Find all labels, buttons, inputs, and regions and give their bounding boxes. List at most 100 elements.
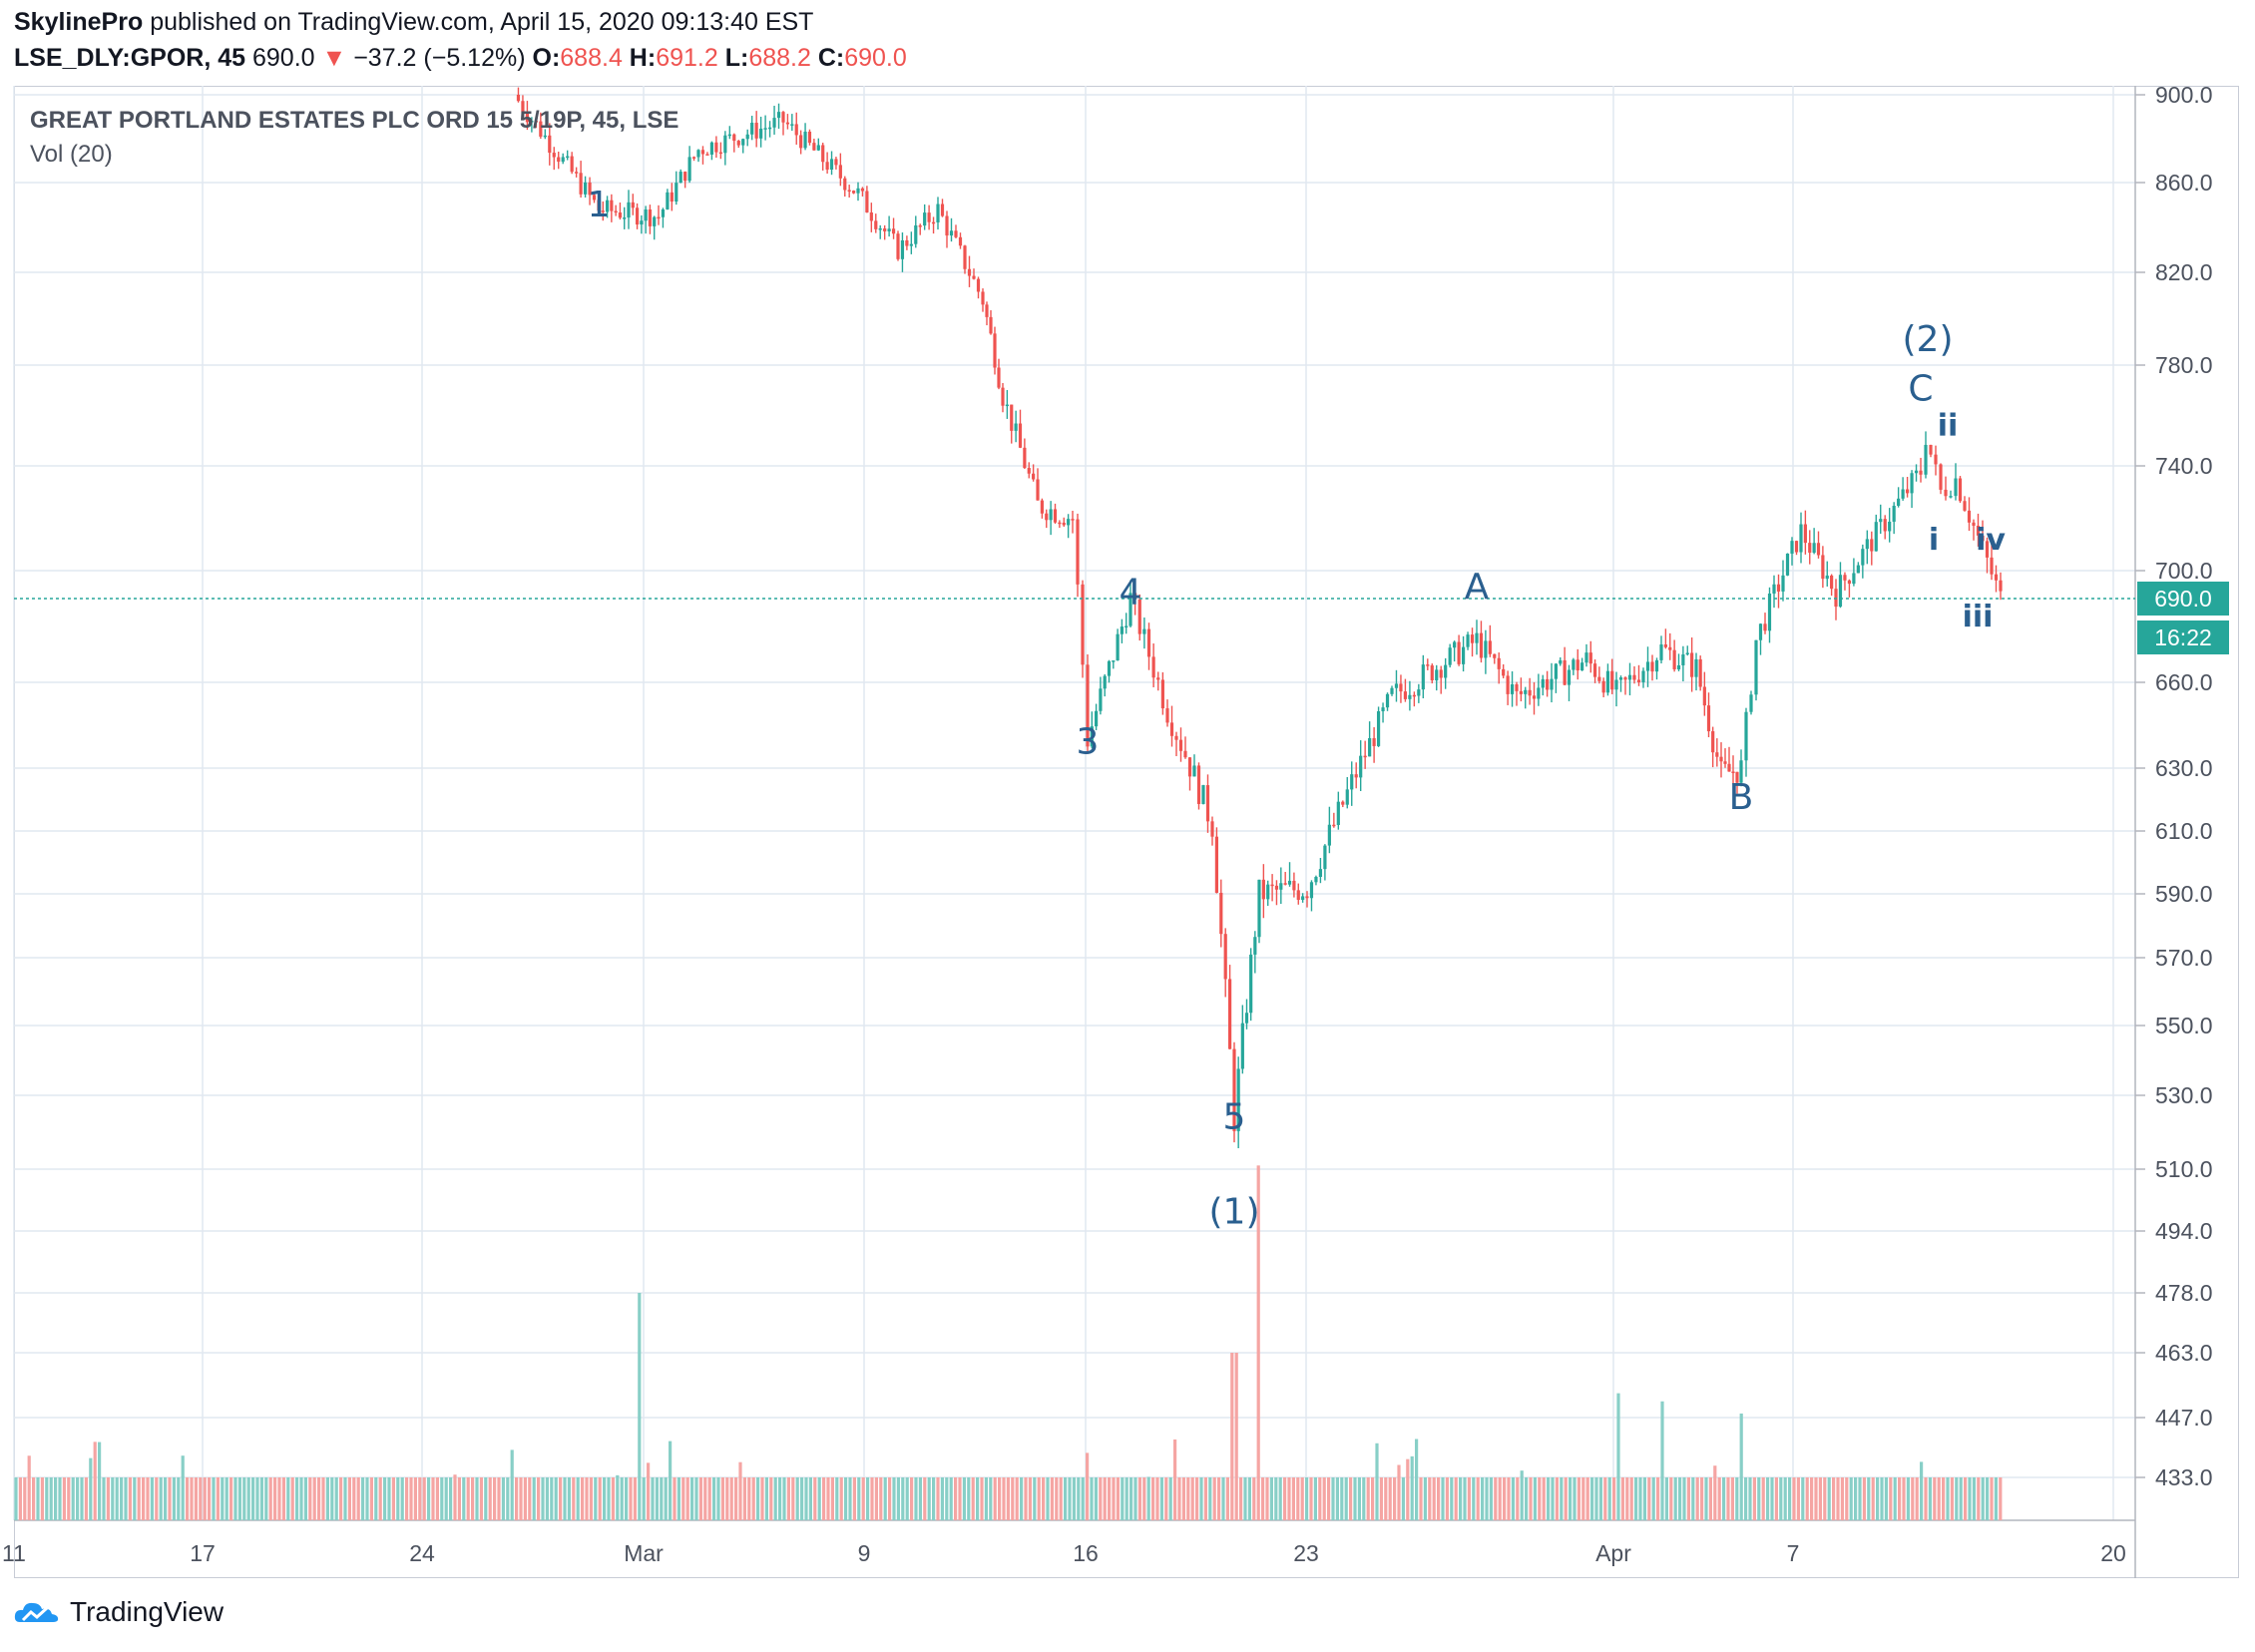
candle-body [548,135,552,154]
volume-bar [883,1477,887,1520]
candle-body [851,191,856,194]
volume-bar [1366,1477,1370,1520]
volume-bar [1313,1477,1317,1520]
volume-bar [1867,1477,1871,1520]
volume-bar [172,1477,176,1520]
candle-body [657,216,661,219]
volume-bar [616,1474,620,1520]
x-tick-label: Apr [1595,1540,1631,1566]
candle-body [1999,580,2003,592]
volume-bar [49,1477,53,1520]
x-tick-label: 11 [2,1540,26,1566]
volume-bar [440,1477,444,1520]
volume-bar [1349,1477,1353,1520]
candle-body [781,112,785,123]
volume-bar [1481,1477,1485,1520]
y-tick-label: 510.0 [2155,1156,2213,1182]
volume-bar [655,1477,659,1520]
volume-bar [742,1477,746,1520]
volume-bar [1467,1477,1471,1520]
volume-bar [1520,1470,1524,1520]
candle-body [653,216,657,226]
candle-body [579,173,583,195]
candle-body [648,208,653,226]
volume-bar [194,1477,198,1520]
candle-body [1067,519,1071,526]
volume-bar [760,1477,764,1520]
candle-body [1976,526,1981,536]
candle-body [618,212,623,218]
volume-bar [936,1477,940,1520]
volume-bar [1397,1464,1401,1520]
candle-body [1821,555,1825,580]
volume-bar [1533,1477,1537,1520]
candle-body [1160,679,1164,709]
volume-bar [572,1477,576,1520]
volume-bar [23,1477,27,1520]
volume-bar [1994,1477,1998,1520]
candle-body [1270,884,1274,887]
y-tick-label: 530.0 [2155,1082,2213,1108]
volume-bar [1585,1477,1589,1520]
candle-body [976,278,981,292]
volume-bar [471,1477,475,1520]
volume-bar [585,1477,589,1520]
volume-bar [1388,1477,1392,1520]
volume-bar [808,1477,812,1520]
candle-body [878,227,882,230]
volume-bar [962,1477,966,1520]
volume-bar [1164,1477,1168,1520]
volume-bar [1516,1477,1520,1520]
volume-bar [242,1477,246,1520]
volume-bar [1050,1477,1054,1520]
candle-body [1554,663,1558,679]
tradingview-logo[interactable]: TradingView [14,1596,224,1628]
close-label: C: [817,44,845,72]
candle-body [1690,652,1694,677]
volume-bar [444,1477,448,1520]
volume-bar [225,1477,228,1520]
volume-bar [409,1477,413,1520]
candle-body [1812,543,1816,553]
candle-body [1214,836,1218,893]
volume-bar [1252,1477,1256,1520]
candle-body [1497,657,1501,669]
volume-bar [133,1477,137,1520]
volume-bar [707,1477,711,1520]
candle-body [1112,660,1116,662]
volume-bar [712,1477,716,1520]
volume-bar [879,1477,883,1520]
x-tick-label: 7 [1787,1540,1800,1566]
y-tick-label: 478.0 [2155,1280,2213,1306]
volume-bar [1871,1477,1875,1520]
volume-bar [896,1477,900,1520]
volume-bar [1999,1477,2003,1520]
volume-bar [1788,1477,1792,1520]
volume-bar [1511,1477,1515,1520]
volume-bar [1832,1477,1836,1520]
candle-body [1799,524,1803,553]
candle-body [1776,584,1781,592]
volume-bar [839,1477,843,1520]
volume-bar [177,1477,181,1520]
volume-bar [76,1477,80,1520]
volume-bar [84,1477,88,1520]
volume-bar [1700,1477,1704,1520]
volume-bar [1598,1477,1602,1520]
volume-bar [541,1477,545,1520]
volume-bar [1415,1439,1419,1520]
volume-bar [1230,1353,1234,1520]
volume-bar [159,1477,163,1520]
volume-bar [1375,1443,1379,1520]
volume-bar [669,1441,673,1520]
volume-bar [1638,1477,1642,1520]
volume-bar [989,1477,993,1520]
volume-bar [563,1477,567,1520]
volume-bar [435,1477,439,1520]
volume-bar [1072,1477,1076,1520]
candle-body [1359,755,1363,778]
volume-bar [237,1477,241,1520]
candle-body [1314,876,1318,883]
candle-body [714,142,718,153]
